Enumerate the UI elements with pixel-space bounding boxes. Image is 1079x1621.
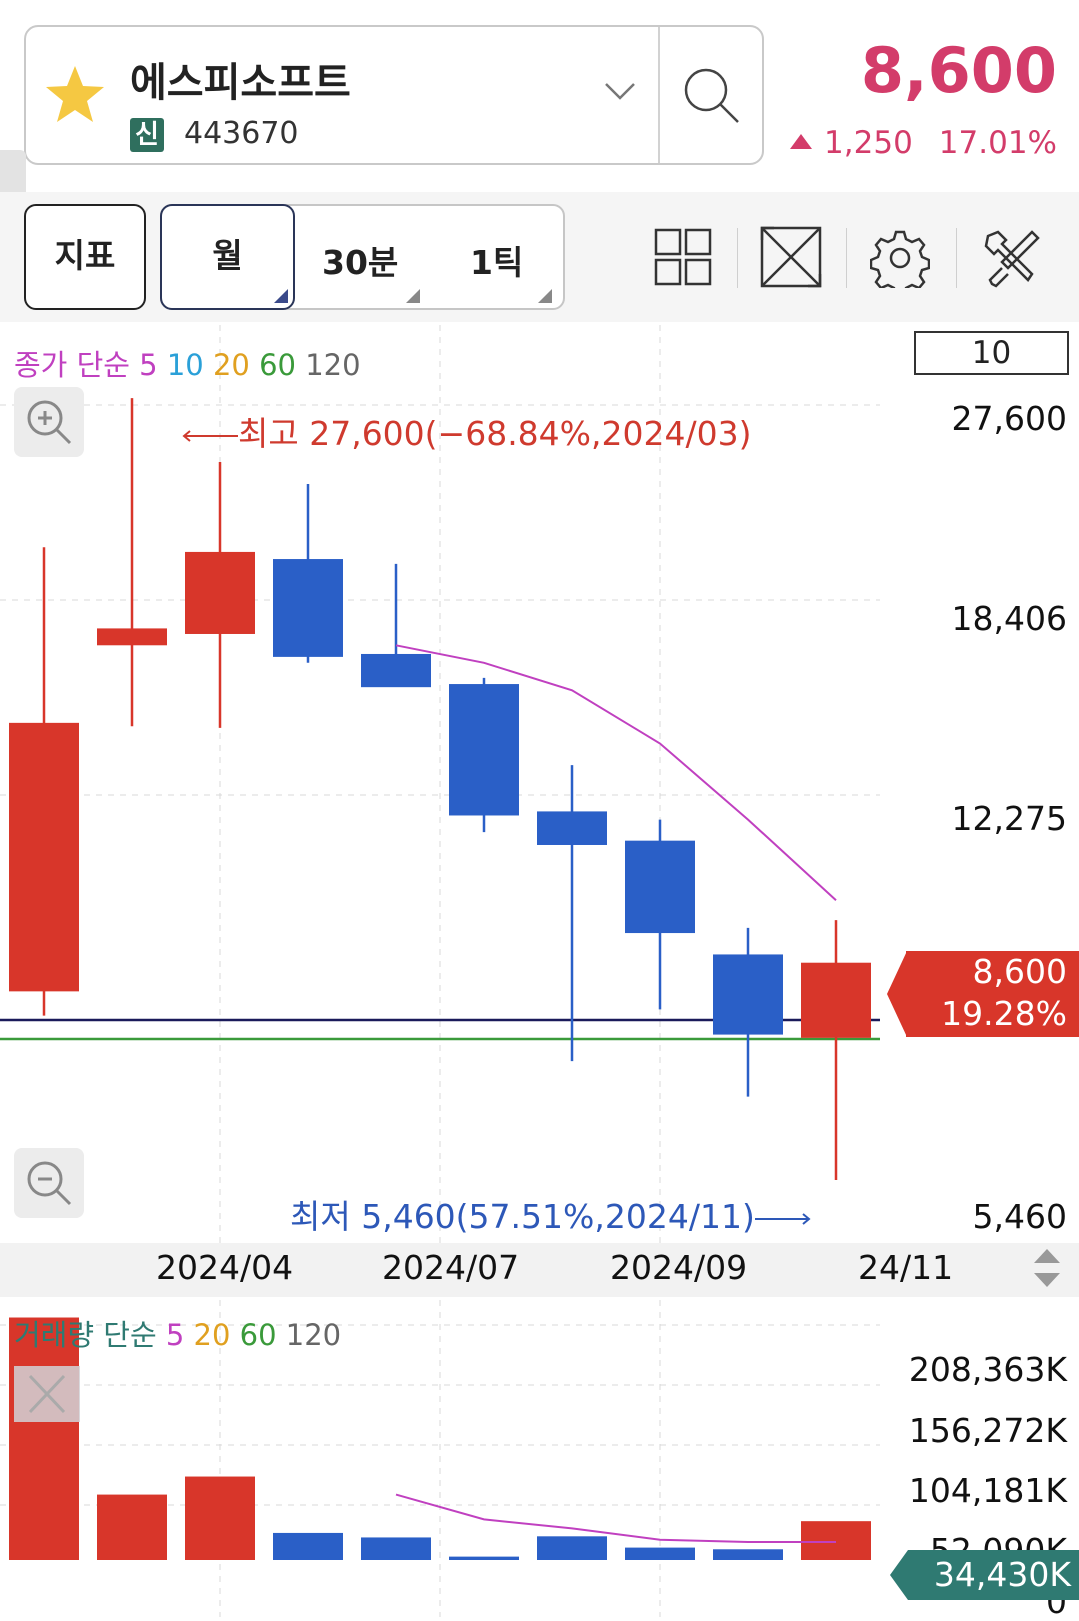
vol-legend-prefix: 거래량 단순 [14,1318,157,1352]
toolbar-separator [846,228,847,288]
low-callout-text: 최저 5,460(57.51%,2024/11) [290,1197,755,1236]
period-month-button[interactable]: 월 [160,204,295,310]
toolbar-separator [737,228,738,288]
legend-prefix: 종가 단순 [14,348,130,382]
new-listing-badge: 신 [130,118,164,152]
price-axis-label: 5,460 [972,1197,1067,1236]
header-divider [658,27,660,163]
current-price-tag: 8,600 19.28% [906,951,1079,1037]
change-amount: 1,250 [824,125,913,161]
volume-bar [9,1317,79,1560]
candle-body [9,722,79,992]
volume-axis-label: 104,181K [908,1471,1067,1510]
zoom-in-button[interactable] [14,387,84,457]
candle-body [537,811,607,845]
current-volume-tag: 34,430K [908,1550,1079,1600]
legend-ma-120: 120 [305,348,361,382]
close-icon[interactable] [14,1366,80,1422]
date-label: 24/11 [858,1248,954,1287]
price-axis-bg [880,325,1079,1243]
tools-icon[interactable] [982,228,1042,292]
search-icon[interactable] [680,64,746,134]
stock-code: 443670 [184,116,299,151]
gear-icon[interactable] [869,228,931,297]
volume-chart[interactable] [0,1300,1079,1617]
high-callout-text: 최고 27,600(−68.84%,2024/03) [238,414,752,453]
volume-bar [97,1494,167,1560]
star-icon[interactable] [44,64,106,124]
high-price-callout: 최고 27,600(−68.84%,2024/03) [180,407,752,455]
price-axis-label: 18,406 [951,599,1067,638]
legend-ma-20: 20 [212,348,250,382]
zoom-out-button[interactable] [14,1148,84,1218]
volume-bar [625,1547,695,1560]
dropdown-corner-icon [538,289,552,303]
legend-ma-60: 60 [259,348,296,382]
volume-axis-label: 156,272K [908,1411,1067,1450]
vol-legend-ma-120: 120 [285,1318,342,1352]
volume-axis-label: 208,363K [908,1350,1067,1389]
vol-tag-pointer [890,1550,908,1600]
volume-ma-legend: 거래량 단순 5 20 60 120 [14,1312,341,1354]
volume-ma5-line [395,1493,836,1543]
tag-price: 8,600 [972,952,1067,991]
candle-body [97,628,167,646]
scroll-updown-icon[interactable] [1030,1245,1064,1295]
date-label: 2024/04 [156,1248,294,1287]
period-30min-button[interactable]: 30분 [322,243,399,282]
candlestick-chart[interactable] [0,325,1079,1243]
chevron-down-icon[interactable] [603,80,637,106]
price-axis-label: 27,600 [951,399,1067,438]
volume-bar [361,1537,431,1560]
legend-ma-5: 5 [139,348,158,382]
candle-body [713,954,783,1035]
vol-legend-ma-60: 60 [239,1318,277,1352]
candle-body [449,684,519,816]
fullscreen-icon[interactable] [760,226,822,292]
stock-name: 에스피소프트 [130,60,351,106]
candle-body [273,559,343,657]
date-label: 2024/07 [382,1248,520,1287]
volume-bar [713,1549,783,1560]
volume-bar [449,1556,519,1560]
price-ma-legend: 종가 단순 5 10 20 60 120 [14,342,361,384]
candle-body [801,962,871,1038]
low-price-callout: 최저 5,460(57.51%,2024/11) [290,1190,813,1238]
ma5-line [395,644,837,901]
date-axis [0,1243,1079,1297]
candle-body [625,840,695,934]
current-price: 8,600 [860,34,1057,107]
dropdown-corner-icon [274,289,288,303]
period-count-box[interactable]: 10 [914,331,1069,375]
candle-body [185,551,255,634]
candle-body [361,653,431,688]
date-label: 2024/09 [610,1248,748,1287]
period-tick-button[interactable]: 1틱 [470,243,524,282]
tag-pointer [887,951,907,1037]
change-percent: 17.01% [938,125,1057,161]
period-group [160,204,565,310]
volume-bar [537,1536,607,1560]
volume-bar [801,1521,871,1560]
price-change: 1,250 17.01% [790,125,1057,161]
volume-bar [185,1476,255,1560]
price-axis-label: 12,275 [951,799,1067,838]
up-triangle-icon [790,134,813,149]
grid-layout-icon[interactable] [654,228,712,290]
volume-bar [273,1532,343,1560]
indicator-button[interactable]: 지표 [24,204,146,310]
tag-percent: 19.28% [941,994,1067,1033]
vol-legend-ma-20: 20 [193,1318,231,1352]
toolbar-separator [956,228,957,288]
legend-ma-10: 10 [166,348,204,382]
vol-legend-ma-5: 5 [165,1318,185,1352]
dropdown-corner-icon [406,289,420,303]
